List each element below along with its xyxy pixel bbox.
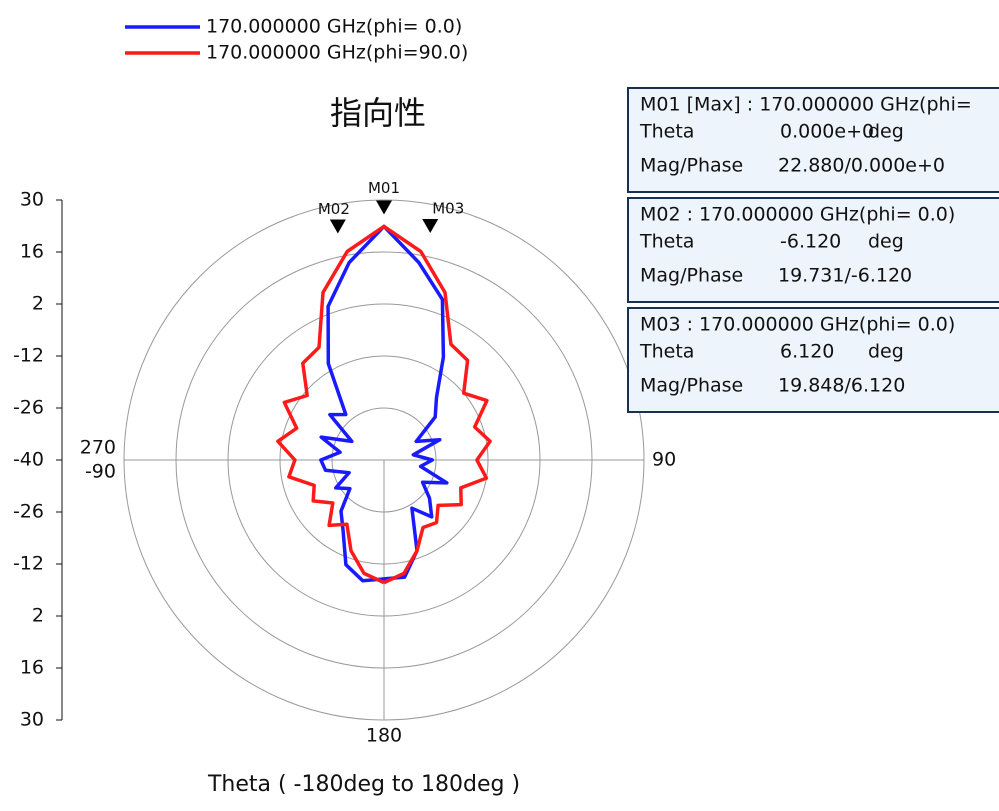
info-box-frame [627,307,999,413]
r-tick-label: -12 [13,345,44,367]
chart-title: 指向性 [330,94,426,132]
info-magphase-value: 19.731/-6.120 [778,265,912,287]
r-tick-label: -26 [13,501,44,523]
angle-tick-label: 180 [366,725,402,747]
r-tick-label: -40 [13,449,44,471]
r-tick-label: -26 [13,397,44,419]
info-theta-label: Theta [639,341,694,363]
legend-label: 170.000000 GHz(phi=90.0) [206,42,468,64]
x-axis-label: Theta ( -180deg to 180deg ) [207,772,520,797]
info-theta-value: -6.120 [780,231,841,253]
angle-tick-label: 90 [652,449,676,471]
marker-triangle [376,200,392,215]
marker-info-box: M02 : 170.000000 GHz(phi= 0.0) Theta -6.12… [627,197,999,303]
marker-label: M02 [318,200,350,218]
info-magphase-value: 22.880/0.000e+0 [778,155,945,177]
marker-info-box: M01 [Max] : 170.000000 GHz(phi= Theta 0.00… [627,87,999,193]
info-theta-value: 0.000e+0 [780,121,874,143]
series-line [276,224,492,585]
r-tick-label: 16 [20,241,44,263]
info-unit: deg [868,121,904,143]
info-header: M02 : 170.000000 GHz(phi= 0.0) [640,204,955,226]
r-tick-label: -12 [13,553,44,575]
marker-triangle [329,219,346,234]
r-tick-label: 30 [20,709,44,731]
r-tick-label: 16 [20,657,44,679]
angle-tick-label: -90 [85,461,116,483]
info-magphase-label: Mag/Phase [640,375,743,397]
info-box-frame [627,197,999,303]
info-header: M01 [Max] : 170.000000 GHz(phi= [640,94,972,116]
info-theta-label: Theta [639,121,694,143]
info-theta-label: Theta [639,231,694,253]
info-unit: deg [868,341,904,363]
info-magphase-label: Mag/Phase [640,155,743,177]
marker-info-box: M03 : 170.000000 GHz(phi= 0.0) Theta 6.120… [627,307,999,413]
r-tick-label: 30 [20,189,44,211]
r-tick-label: 2 [32,293,44,315]
marker-label: M01 [368,179,400,197]
angle-tick-label: 270 [80,437,116,459]
info-header: M03 : 170.000000 GHz(phi= 0.0) [640,314,955,336]
info-theta-value: 6.120 [780,341,834,363]
marker-triangle [422,219,439,234]
info-unit: deg [868,231,904,253]
info-box-frame [627,87,999,193]
legend-label: 170.000000 GHz(phi= 0.0) [206,16,462,38]
info-magphase-value: 19.848/6.120 [778,375,905,397]
marker-label: M03 [432,200,464,218]
r-tick-label: 2 [32,605,44,627]
info-magphase-label: Mag/Phase [640,265,743,287]
